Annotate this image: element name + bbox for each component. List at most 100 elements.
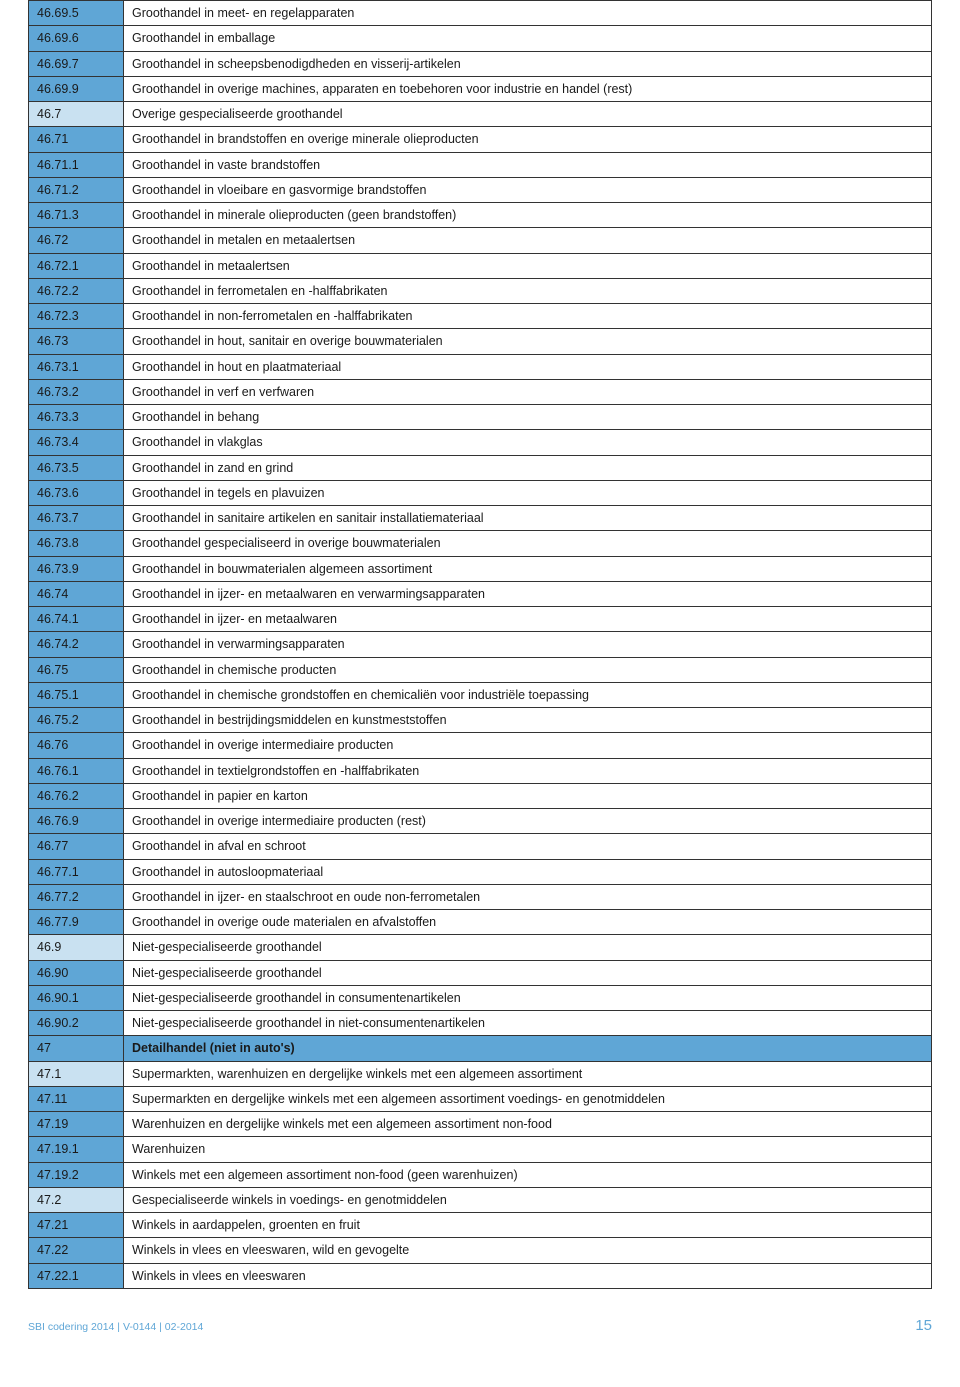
description-cell: Groothandel in tegels en plavuizen bbox=[124, 480, 932, 505]
table-row: 46.9Niet-gespecialiseerde groothandel bbox=[29, 935, 932, 960]
table-row: 46.72.3Groothandel in non-ferrometalen e… bbox=[29, 304, 932, 329]
table-row: 46.72Groothandel in metalen en metaalert… bbox=[29, 228, 932, 253]
table-row: 46.74.1Groothandel in ijzer- en metaalwa… bbox=[29, 607, 932, 632]
code-cell: 47 bbox=[29, 1036, 124, 1061]
description-cell: Groothandel in brandstoffen en overige m… bbox=[124, 127, 932, 152]
table-row: 46.77.9Groothandel in overige oude mater… bbox=[29, 910, 932, 935]
description-cell: Niet-gespecialiseerde groothandel in nie… bbox=[124, 1011, 932, 1036]
table-row: 46.73.8Groothandel gespecialiseerd in ov… bbox=[29, 531, 932, 556]
code-cell: 46.76.2 bbox=[29, 783, 124, 808]
table-row: 47.22.1Winkels in vlees en vleeswaren bbox=[29, 1263, 932, 1288]
code-cell: 46.9 bbox=[29, 935, 124, 960]
code-cell: 46.72.2 bbox=[29, 278, 124, 303]
table-row: 46.73.6Groothandel in tegels en plavuize… bbox=[29, 480, 932, 505]
description-cell: Groothandel in overige intermediaire pro… bbox=[124, 809, 932, 834]
code-cell: 47.19.1 bbox=[29, 1137, 124, 1162]
table-row: 46.73.3Groothandel in behang bbox=[29, 405, 932, 430]
code-cell: 46.73.2 bbox=[29, 379, 124, 404]
classification-table: 46.69.5Groothandel in meet- en regelappa… bbox=[28, 0, 932, 1289]
description-cell: Groothandel in minerale olieproducten (g… bbox=[124, 203, 932, 228]
code-cell: 46.71.2 bbox=[29, 177, 124, 202]
code-cell: 47.1 bbox=[29, 1061, 124, 1086]
table-row: 46.75Groothandel in chemische producten bbox=[29, 657, 932, 682]
table-row: 46.69.6Groothandel in emballage bbox=[29, 26, 932, 51]
table-row: 47.1Supermarkten, warenhuizen en dergeli… bbox=[29, 1061, 932, 1086]
code-cell: 46.72.3 bbox=[29, 304, 124, 329]
description-cell: Groothandel in emballage bbox=[124, 26, 932, 51]
code-cell: 46.71.3 bbox=[29, 203, 124, 228]
code-cell: 46.73 bbox=[29, 329, 124, 354]
description-cell: Niet-gespecialiseerde groothandel bbox=[124, 960, 932, 985]
table-row: 46.7Overige gespecialiseerde groothandel bbox=[29, 102, 932, 127]
code-cell: 46.76.9 bbox=[29, 809, 124, 834]
description-cell: Warenhuizen en dergelijke winkels met ee… bbox=[124, 1112, 932, 1137]
code-cell: 46.73.4 bbox=[29, 430, 124, 455]
table-row: 46.74Groothandel in ijzer- en metaalware… bbox=[29, 581, 932, 606]
description-cell: Groothandel in textielgrondstoffen en -h… bbox=[124, 758, 932, 783]
code-cell: 47.22.1 bbox=[29, 1263, 124, 1288]
description-cell: Detailhandel (niet in auto's) bbox=[124, 1036, 932, 1061]
page-number: 15 bbox=[915, 1317, 932, 1334]
description-cell: Groothandel in bouwmaterialen algemeen a… bbox=[124, 556, 932, 581]
table-row: 46.73.7Groothandel in sanitaire artikele… bbox=[29, 506, 932, 531]
table-row: 46.73.5Groothandel in zand en grind bbox=[29, 455, 932, 480]
table-row: 47.2Gespecialiseerde winkels in voedings… bbox=[29, 1187, 932, 1212]
description-cell: Groothandel in hout en plaatmateriaal bbox=[124, 354, 932, 379]
code-cell: 47.11 bbox=[29, 1086, 124, 1111]
description-cell: Groothandel in ijzer- en staalschroot en… bbox=[124, 884, 932, 909]
code-cell: 46.72 bbox=[29, 228, 124, 253]
table-row: 46.77.2Groothandel in ijzer- en staalsch… bbox=[29, 884, 932, 909]
code-cell: 46.74.2 bbox=[29, 632, 124, 657]
code-cell: 46.76 bbox=[29, 733, 124, 758]
table-row: 47.19Warenhuizen en dergelijke winkels m… bbox=[29, 1112, 932, 1137]
table-row: 46.90Niet-gespecialiseerde groothandel bbox=[29, 960, 932, 985]
code-cell: 46.71.1 bbox=[29, 152, 124, 177]
code-cell: 46.7 bbox=[29, 102, 124, 127]
code-cell: 46.71 bbox=[29, 127, 124, 152]
description-cell: Gespecialiseerde winkels in voedings- en… bbox=[124, 1187, 932, 1212]
description-cell: Groothandel in vaste brandstoffen bbox=[124, 152, 932, 177]
table-row: 46.71.1Groothandel in vaste brandstoffen bbox=[29, 152, 932, 177]
table-row: 46.76.2Groothandel in papier en karton bbox=[29, 783, 932, 808]
code-cell: 46.73.6 bbox=[29, 480, 124, 505]
description-cell: Groothandel in papier en karton bbox=[124, 783, 932, 808]
table-row: 46.75.2Groothandel in bestrijdingsmiddel… bbox=[29, 708, 932, 733]
table-row: 46.76Groothandel in overige intermediair… bbox=[29, 733, 932, 758]
description-cell: Groothandel in zand en grind bbox=[124, 455, 932, 480]
code-cell: 46.72.1 bbox=[29, 253, 124, 278]
table-row: 46.72.2Groothandel in ferrometalen en -h… bbox=[29, 278, 932, 303]
description-cell: Groothandel in overige oude materialen e… bbox=[124, 910, 932, 935]
description-cell: Groothandel in verwarmingsapparaten bbox=[124, 632, 932, 657]
table-row: 47Detailhandel (niet in auto's) bbox=[29, 1036, 932, 1061]
page-container: 46.69.5Groothandel in meet- en regelappa… bbox=[0, 0, 960, 1354]
code-cell: 46.75 bbox=[29, 657, 124, 682]
code-cell: 47.2 bbox=[29, 1187, 124, 1212]
code-cell: 47.22 bbox=[29, 1238, 124, 1263]
page-footer: SBI codering 2014 | V-0144 | 02-2014 15 bbox=[28, 1317, 932, 1334]
table-row: 46.71.3Groothandel in minerale olieprodu… bbox=[29, 203, 932, 228]
footer-left-text: SBI codering 2014 | V-0144 | 02-2014 bbox=[28, 1321, 203, 1333]
description-cell: Supermarkten, warenhuizen en dergelijke … bbox=[124, 1061, 932, 1086]
code-cell: 46.90.1 bbox=[29, 985, 124, 1010]
description-cell: Groothandel in behang bbox=[124, 405, 932, 430]
code-cell: 46.69.7 bbox=[29, 51, 124, 76]
description-cell: Groothandel in non-ferrometalen en -half… bbox=[124, 304, 932, 329]
code-cell: 46.73.5 bbox=[29, 455, 124, 480]
code-cell: 46.69.6 bbox=[29, 26, 124, 51]
code-cell: 46.77.2 bbox=[29, 884, 124, 909]
table-row: 46.76.9Groothandel in overige intermedia… bbox=[29, 809, 932, 834]
table-row: 46.71Groothandel in brandstoffen en over… bbox=[29, 127, 932, 152]
code-cell: 47.19 bbox=[29, 1112, 124, 1137]
description-cell: Groothandel gespecialiseerd in overige b… bbox=[124, 531, 932, 556]
table-row: 46.90.1Niet-gespecialiseerde groothandel… bbox=[29, 985, 932, 1010]
description-cell: Groothandel in sanitaire artikelen en sa… bbox=[124, 506, 932, 531]
description-cell: Overige gespecialiseerde groothandel bbox=[124, 102, 932, 127]
description-cell: Groothandel in metaalertsen bbox=[124, 253, 932, 278]
table-row: 46.69.9Groothandel in overige machines, … bbox=[29, 76, 932, 101]
code-cell: 46.69.5 bbox=[29, 1, 124, 26]
code-cell: 46.75.1 bbox=[29, 682, 124, 707]
table-row: 46.77Groothandel in afval en schroot bbox=[29, 834, 932, 859]
table-row: 47.22Winkels in vlees en vleeswaren, wil… bbox=[29, 1238, 932, 1263]
description-cell: Groothandel in chemische producten bbox=[124, 657, 932, 682]
description-cell: Groothandel in afval en schroot bbox=[124, 834, 932, 859]
